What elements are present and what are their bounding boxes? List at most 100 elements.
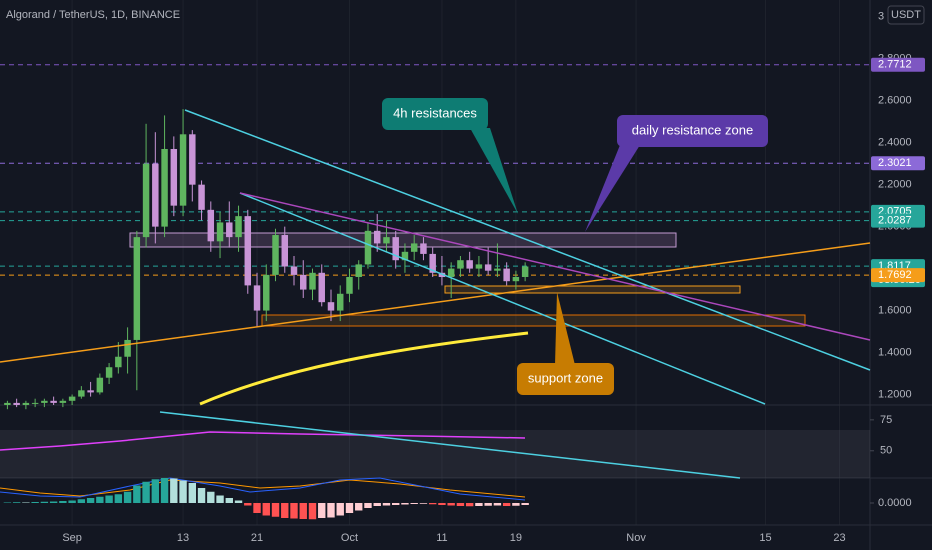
candle-body bbox=[105, 367, 113, 378]
y-tick-label: 2.4000 bbox=[878, 137, 912, 149]
annotation: 4h resistances bbox=[393, 105, 477, 120]
callout-tail bbox=[555, 292, 575, 365]
candle-body bbox=[142, 163, 150, 238]
candle-body bbox=[50, 400, 57, 403]
y-tick-label: 3 bbox=[878, 11, 884, 23]
macd-bar bbox=[40, 501, 49, 503]
moving-average bbox=[199, 331, 529, 406]
candle-body bbox=[87, 390, 94, 393]
chart-title: Algorand / TetherUS, 1D, BINANCE bbox=[6, 9, 180, 21]
macd-bar bbox=[31, 502, 39, 503]
rsi-tick-label: 50 bbox=[880, 445, 892, 457]
macd-bar bbox=[49, 501, 58, 503]
macd-bar bbox=[179, 480, 187, 503]
candle-body bbox=[364, 230, 372, 265]
candle-body bbox=[309, 272, 316, 290]
annotation-box bbox=[617, 115, 768, 147]
price-label-box bbox=[871, 57, 925, 72]
trendline bbox=[159, 411, 741, 479]
trendline bbox=[184, 109, 871, 371]
x-tick-label: 13 bbox=[177, 532, 189, 544]
price-label: 2.0287 bbox=[878, 215, 912, 227]
resistance-zone bbox=[129, 232, 677, 248]
macd-bar bbox=[234, 500, 243, 503]
macd-bar bbox=[318, 503, 326, 518]
candle-body bbox=[189, 134, 196, 185]
macd-bar bbox=[373, 503, 381, 506]
x-tick-label: Oct bbox=[341, 532, 358, 544]
x-tick-label: 23 bbox=[833, 532, 845, 544]
candle-body bbox=[41, 400, 48, 403]
candle-body bbox=[494, 268, 501, 271]
macd-bar bbox=[438, 503, 446, 505]
rsi-band bbox=[0, 430, 870, 478]
macd-bar bbox=[327, 503, 335, 518]
candle-body bbox=[475, 264, 483, 269]
annotation: support zone bbox=[528, 370, 603, 385]
macd-bar bbox=[336, 503, 344, 516]
annotation-box bbox=[517, 363, 614, 395]
macd-bar bbox=[401, 503, 409, 505]
macd-bar bbox=[225, 498, 233, 503]
macd-bar bbox=[512, 503, 520, 506]
rsi-tick-label: 75 bbox=[880, 414, 892, 426]
macd-bar bbox=[105, 495, 113, 503]
axes: 1.20001.40001.60001.80002.00002.20002.40… bbox=[62, 11, 925, 544]
macd-bar bbox=[428, 503, 437, 505]
macd-bar bbox=[521, 503, 529, 505]
candle-body bbox=[170, 148, 178, 206]
macd-bar bbox=[77, 499, 86, 503]
price-label-box bbox=[871, 213, 925, 228]
macd-bar bbox=[308, 503, 317, 520]
candle-body bbox=[235, 216, 242, 238]
candle-body bbox=[512, 276, 520, 282]
x-tick-label: 21 bbox=[251, 532, 263, 544]
support-zone bbox=[444, 285, 741, 294]
candle-body bbox=[355, 264, 362, 277]
macd-bar bbox=[475, 503, 483, 506]
price-label: 1.7692 bbox=[878, 269, 912, 281]
macd-bar bbox=[493, 503, 502, 506]
y-tick-label: 2.6000 bbox=[878, 95, 912, 107]
macd-bar bbox=[133, 485, 141, 503]
macd-bar bbox=[484, 503, 492, 506]
macd-bar bbox=[253, 503, 261, 513]
x-tick-label: 11 bbox=[436, 532, 447, 544]
candle-body bbox=[253, 285, 261, 311]
candle-body bbox=[115, 356, 122, 368]
trendline bbox=[0, 242, 871, 363]
candle-body bbox=[226, 222, 233, 238]
candle-body bbox=[327, 302, 335, 311]
candle-body bbox=[401, 251, 409, 261]
macd-bar bbox=[160, 478, 169, 503]
macd-bar bbox=[281, 503, 289, 518]
candle-body bbox=[198, 184, 205, 210]
candle-body bbox=[392, 237, 399, 261]
macd-bar bbox=[410, 503, 418, 504]
candle-body bbox=[68, 396, 76, 401]
candle-body bbox=[484, 264, 492, 271]
macd-bar bbox=[151, 479, 160, 503]
macd-bar bbox=[299, 503, 307, 519]
macd-line bbox=[0, 477, 526, 501]
candle-body bbox=[447, 268, 455, 277]
candle-body bbox=[263, 274, 270, 311]
candle-body bbox=[4, 402, 11, 405]
candle-body bbox=[179, 134, 187, 206]
candle-body bbox=[207, 209, 215, 242]
macd-bar bbox=[216, 495, 224, 503]
candle-body bbox=[429, 253, 436, 273]
macd-bar bbox=[345, 503, 354, 513]
macd-bar bbox=[86, 498, 95, 503]
candle-body bbox=[133, 237, 141, 340]
trendline bbox=[239, 192, 766, 405]
macd-bar bbox=[262, 503, 270, 516]
y-tick-label: 1.2000 bbox=[878, 388, 912, 400]
currency: USDT bbox=[891, 9, 921, 21]
callout-tail bbox=[585, 145, 640, 232]
macd-bar bbox=[12, 502, 21, 503]
callout-tail bbox=[470, 128, 518, 214]
y-tick-label: 1.6000 bbox=[878, 304, 912, 316]
macd-bar bbox=[142, 481, 150, 503]
